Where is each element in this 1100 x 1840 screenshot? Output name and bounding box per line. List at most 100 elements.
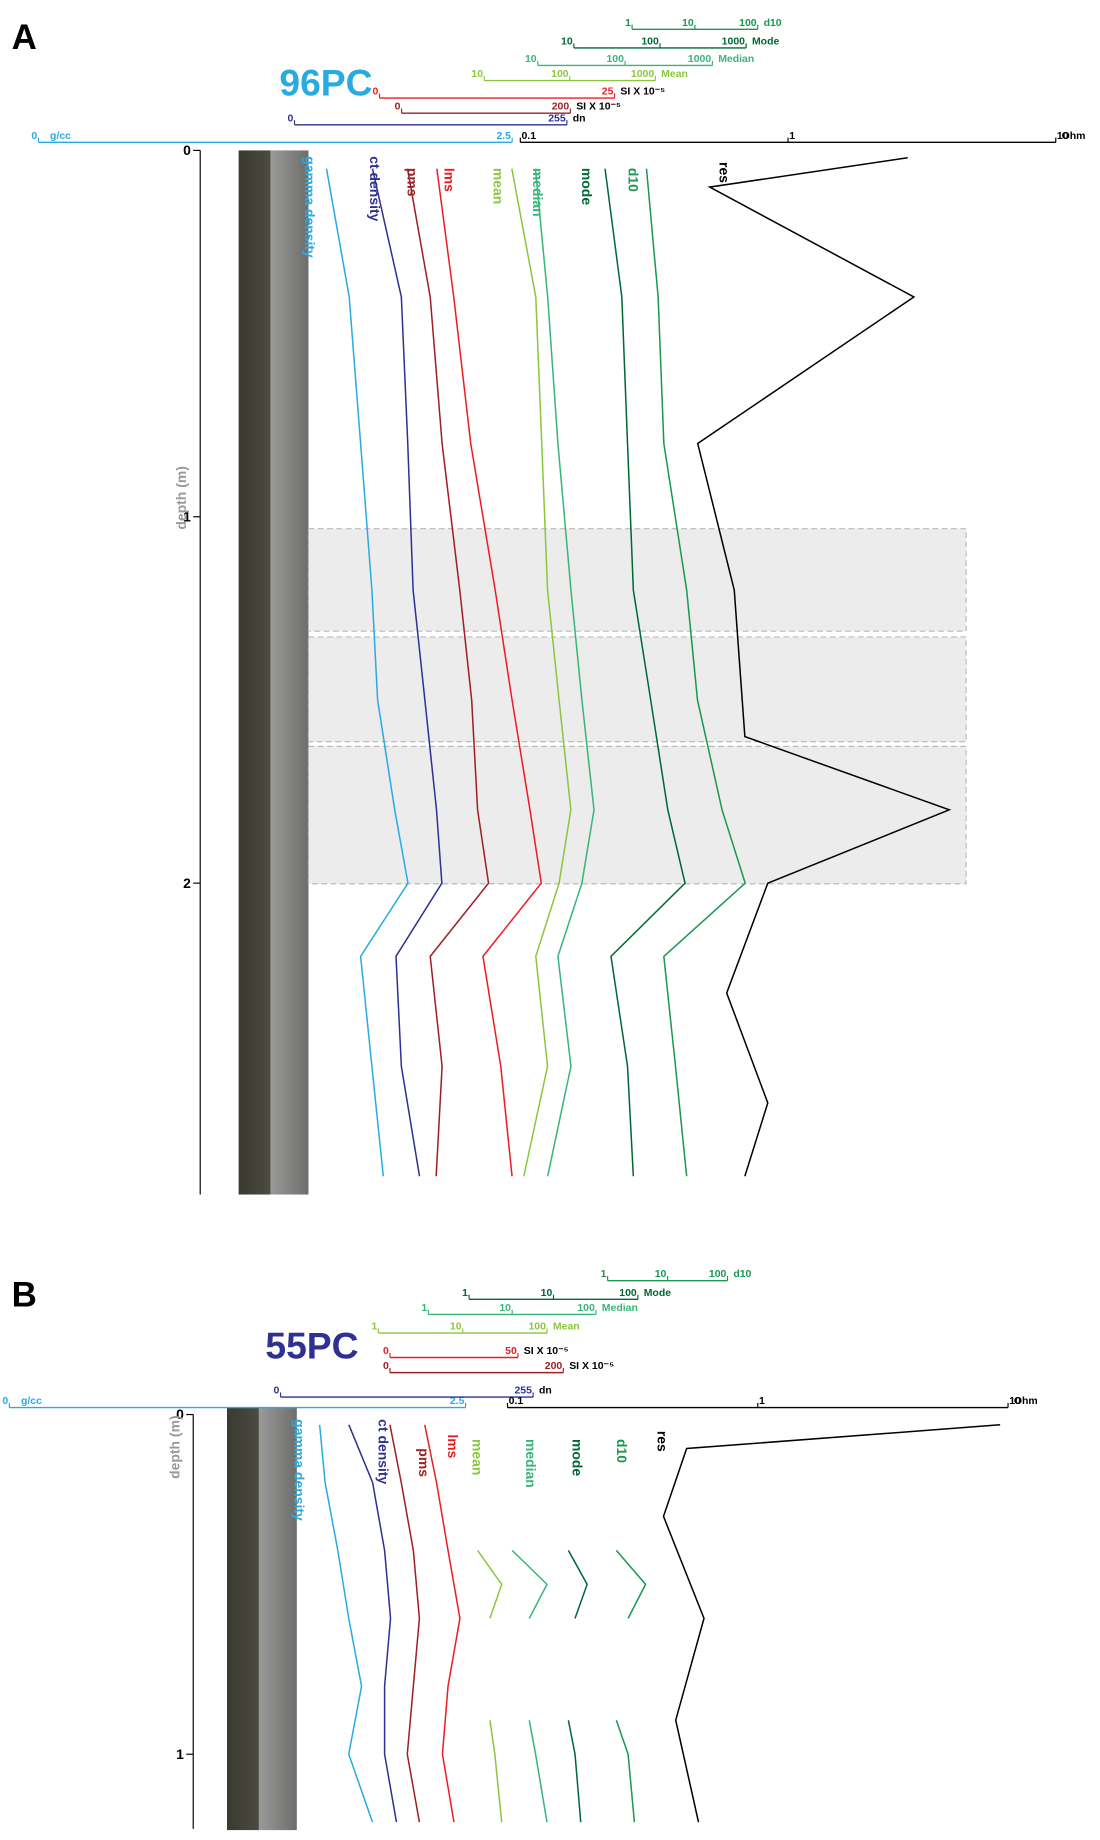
y-axis-label: depth (m) bbox=[166, 1415, 182, 1479]
scale-tick-label: 50 bbox=[505, 1346, 517, 1357]
scale-tick-label: 0 bbox=[274, 1386, 280, 1397]
scale-unit: Mean bbox=[661, 69, 688, 80]
log-curve bbox=[389, 1424, 421, 1823]
y-tick-label: 0 bbox=[176, 1406, 184, 1422]
scale-unit: Mode bbox=[644, 1288, 672, 1299]
curve-label: d10 bbox=[614, 1439, 630, 1463]
curve-label: lms bbox=[445, 1434, 461, 1458]
scale-tick-label: 255 bbox=[548, 113, 566, 124]
scale-tick-label: 1 bbox=[625, 18, 631, 29]
log-curve bbox=[662, 1424, 1001, 1823]
scale-tick-label: 1 bbox=[601, 1269, 607, 1280]
scale-unit: SI X 10⁻⁵ bbox=[524, 1346, 569, 1357]
scale-tick-label: 10 bbox=[682, 18, 694, 29]
log-curve bbox=[615, 1549, 647, 1823]
log-curve bbox=[567, 1550, 588, 1823]
scale-tick-label: 10 bbox=[561, 36, 573, 47]
curve-label: lms bbox=[442, 168, 458, 192]
log-curve bbox=[406, 168, 490, 1177]
scale-tick-label: 100 bbox=[709, 1269, 727, 1280]
scale-unit: g/cc bbox=[50, 131, 71, 142]
curve-label: res bbox=[655, 1431, 671, 1452]
scale-tick-label: 100 bbox=[528, 1322, 546, 1333]
scale-tick-label: 0 bbox=[383, 1346, 389, 1357]
highlight-box bbox=[307, 745, 967, 885]
scale-unit: Mean bbox=[553, 1322, 580, 1333]
scale-unit: Ohm bbox=[1062, 131, 1086, 142]
scale-tick-label: 2.5 bbox=[496, 131, 511, 142]
curve-label: mean bbox=[470, 1439, 486, 1475]
curve-label: res bbox=[716, 162, 732, 183]
y-tick-label: 0 bbox=[183, 142, 191, 158]
log-curve bbox=[511, 168, 572, 1177]
log-curve bbox=[318, 1424, 374, 1823]
scale-tick-label: 100 bbox=[739, 18, 757, 29]
scale-unit: SI X 10⁻⁵ bbox=[569, 1361, 614, 1372]
scale-unit: Median bbox=[602, 1303, 638, 1314]
curve-label: mean bbox=[491, 168, 507, 204]
scale-tick-label: 2.5 bbox=[450, 1396, 465, 1407]
scale-tick-label: 10 bbox=[499, 1303, 511, 1314]
log-curve bbox=[348, 1424, 398, 1823]
scale-tick-label: 200 bbox=[545, 1361, 563, 1372]
log-curve bbox=[511, 1549, 548, 1823]
log-curve bbox=[645, 168, 747, 1177]
scale-tick-label: 10 bbox=[471, 69, 483, 80]
scale-tick-label: 1 bbox=[789, 131, 795, 142]
scale-tick-label: 100 bbox=[577, 1303, 595, 1314]
scale-tick-label: 0 bbox=[383, 1361, 389, 1372]
scale-tick-label: 10 bbox=[1009, 1396, 1021, 1407]
y-axis-label: depth (m) bbox=[173, 466, 189, 530]
scale-tick-label: 0 bbox=[288, 113, 294, 124]
curve-label: pms bbox=[404, 168, 420, 197]
scale-unit: Mode bbox=[752, 36, 780, 47]
scale-unit: Median bbox=[718, 54, 754, 65]
y-tick-label: 1 bbox=[176, 1746, 184, 1762]
log-curve bbox=[604, 168, 686, 1177]
curve-label: mode bbox=[579, 168, 595, 205]
panel-letter: A bbox=[12, 18, 37, 57]
scale-tick-label: 1 bbox=[371, 1322, 377, 1333]
scale-tick-label: 1000 bbox=[688, 54, 711, 65]
log-curve bbox=[371, 168, 443, 1177]
panel-title: 96PC bbox=[279, 62, 372, 104]
core-image bbox=[226, 1407, 297, 1831]
scale-tick-label: 255 bbox=[514, 1386, 532, 1397]
curve-label: ct density bbox=[367, 156, 383, 221]
scale-tick-label: 10 bbox=[541, 1288, 553, 1299]
scale-unit: d10 bbox=[733, 1269, 751, 1280]
scale-tick-label: 0 bbox=[395, 102, 401, 113]
scale-tick-label: 10 bbox=[1057, 131, 1069, 142]
y-tick-label: 1 bbox=[183, 508, 191, 524]
panel-title: 55PC bbox=[265, 1325, 358, 1367]
scale-unit: SI X 10⁻⁵ bbox=[620, 87, 665, 98]
log-curve bbox=[476, 1549, 503, 1823]
curve-label: median bbox=[523, 1439, 539, 1488]
scale-unit: dn bbox=[573, 113, 586, 124]
scale-tick-label: 0 bbox=[2, 1396, 8, 1407]
scale-tick-label: 200 bbox=[552, 102, 570, 113]
scale-tick-label: 0 bbox=[372, 87, 378, 98]
scale-tick-label: 0 bbox=[31, 131, 37, 142]
scale-tick-label: 10 bbox=[525, 54, 537, 65]
scale-tick-label: 100 bbox=[551, 69, 569, 80]
scale-tick-label: 1000 bbox=[722, 36, 745, 47]
curve-label: ct density bbox=[375, 1419, 391, 1484]
scale-tick-label: 10 bbox=[450, 1322, 462, 1333]
highlight-box bbox=[307, 636, 967, 743]
log-curve bbox=[696, 156, 952, 1177]
log-curve bbox=[325, 168, 409, 1177]
scale-tick-label: 1 bbox=[462, 1288, 468, 1299]
scale-unit: d10 bbox=[764, 18, 782, 29]
scale-tick-label: 1 bbox=[421, 1303, 427, 1314]
y-tick-label: 2 bbox=[183, 875, 191, 891]
scale-tick-label: 100 bbox=[619, 1288, 637, 1299]
panel-letter: B bbox=[12, 1275, 37, 1314]
scale-tick-label: 0.1 bbox=[521, 131, 536, 142]
curve-label: gamma density bbox=[302, 156, 318, 258]
log-curve bbox=[436, 168, 543, 1177]
curve-label: median bbox=[530, 168, 546, 217]
scale-unit: Ohm bbox=[1014, 1396, 1038, 1407]
log-curve bbox=[424, 1424, 461, 1823]
